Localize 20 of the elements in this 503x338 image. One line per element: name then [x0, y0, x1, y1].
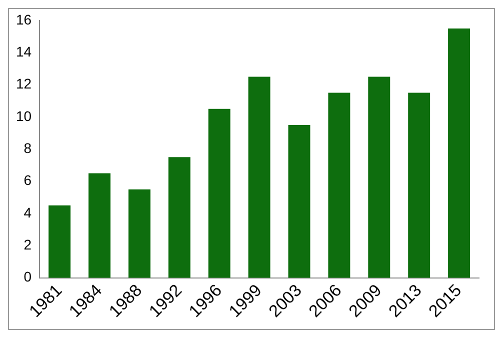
bar — [288, 124, 310, 278]
y-tick-label: 2 — [24, 236, 32, 253]
y-tick-label: 8 — [24, 140, 32, 156]
bar — [448, 28, 470, 278]
bar — [48, 205, 71, 278]
bar — [328, 92, 350, 278]
y-tick-label: 4 — [24, 204, 32, 220]
y-tick-label: 6 — [24, 172, 32, 188]
y-tick-label: 0 — [24, 268, 32, 285]
bar — [248, 76, 270, 278]
bar — [128, 189, 150, 278]
bar — [208, 108, 230, 278]
y-tick-label: 16 — [16, 11, 32, 28]
y-tick-label: 14 — [16, 43, 32, 60]
bar — [88, 173, 110, 278]
y-tick-label: 10 — [16, 108, 32, 124]
bar — [408, 92, 430, 278]
y-tick-label: 12 — [16, 76, 32, 92]
bar — [168, 157, 190, 278]
bar — [368, 76, 390, 278]
